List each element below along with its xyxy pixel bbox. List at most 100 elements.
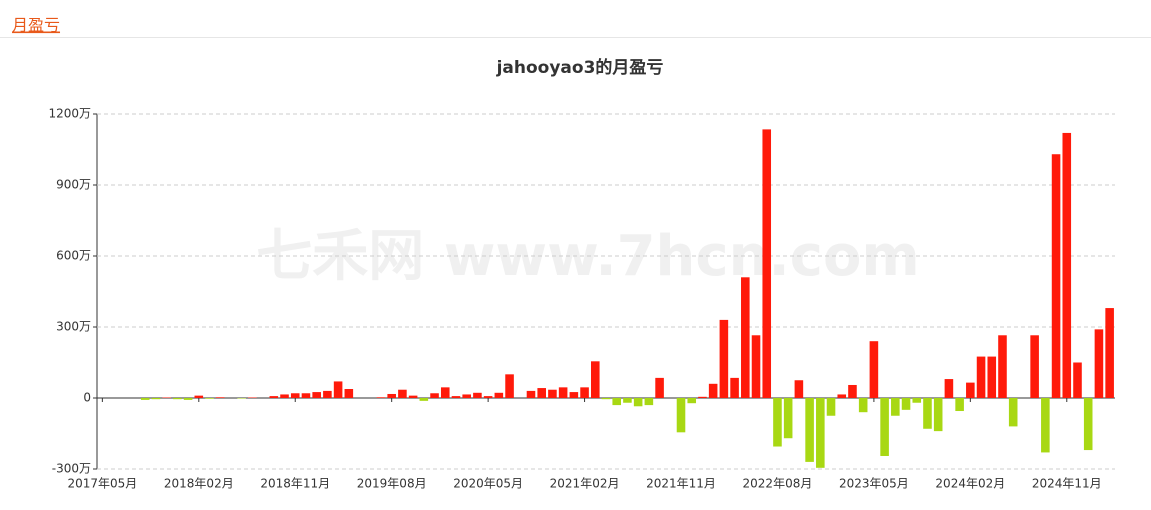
bar	[430, 393, 439, 398]
bar	[730, 377, 739, 398]
bar	[590, 361, 600, 398]
bar	[762, 129, 772, 398]
bar	[580, 387, 589, 398]
x-tick-label: 2021年02月	[550, 477, 620, 491]
bar	[140, 398, 150, 400]
bar	[398, 389, 407, 398]
bar	[451, 396, 461, 398]
bar	[569, 392, 579, 398]
bar	[1008, 398, 1018, 427]
bar	[280, 394, 289, 398]
bar	[933, 398, 943, 432]
bar	[1062, 132, 1072, 398]
y-tick-label: 1200万	[48, 107, 91, 121]
bar	[655, 377, 664, 398]
bar	[1051, 154, 1061, 398]
bar	[891, 398, 900, 416]
bar	[323, 390, 332, 398]
x-tick-label: 2019年08月	[357, 477, 427, 491]
x-tick-label: 2021年11月	[646, 477, 716, 491]
x-tick-label: 2024年11月	[1032, 477, 1102, 491]
x-tick-label: 2018年11月	[260, 477, 330, 491]
bar	[708, 383, 718, 398]
x-tick-label: 2023年05月	[839, 477, 909, 491]
bar	[173, 398, 182, 400]
bar	[644, 398, 654, 406]
bar	[783, 398, 793, 439]
bar	[955, 398, 964, 412]
bar	[312, 392, 321, 398]
bar	[612, 398, 622, 406]
bar	[880, 398, 889, 456]
bar	[698, 396, 707, 398]
x-tick-label: 2022年08月	[743, 477, 813, 491]
y-tick-label: -300万	[52, 462, 91, 476]
bar	[440, 387, 450, 398]
bar	[751, 335, 761, 398]
bar	[408, 395, 418, 398]
bar	[816, 398, 825, 468]
bar	[505, 374, 514, 398]
bar	[558, 387, 568, 398]
bar	[205, 398, 214, 399]
bar	[1083, 398, 1093, 451]
bar	[215, 397, 225, 398]
bar	[998, 335, 1007, 398]
x-tick-label: 2020年05月	[453, 477, 523, 491]
bar	[494, 392, 504, 398]
y-tick-label: 0	[83, 391, 91, 405]
bar	[719, 319, 729, 398]
tab-title[interactable]: 月盈亏	[12, 16, 60, 35]
bar	[687, 398, 697, 404]
bar	[976, 356, 986, 398]
y-tick-label: 300万	[56, 320, 91, 334]
bar	[741, 277, 750, 398]
bar	[837, 394, 847, 398]
bar	[537, 388, 546, 398]
chart-title: jahooyao3的月盈亏	[496, 57, 664, 78]
bar	[183, 398, 193, 400]
bar	[858, 398, 868, 413]
bar	[194, 395, 204, 398]
bar	[901, 398, 911, 410]
bar	[923, 398, 932, 429]
y-tick-label: 900万	[56, 178, 91, 192]
x-tick-label: 2017年05月	[67, 477, 137, 491]
bar	[1030, 335, 1039, 398]
bar	[987, 356, 997, 398]
bar	[848, 384, 857, 398]
bar	[1094, 329, 1104, 398]
bar	[483, 396, 493, 398]
bar	[526, 390, 536, 398]
bar	[333, 381, 343, 398]
bar	[944, 379, 954, 398]
bar	[805, 398, 814, 462]
bar	[344, 389, 354, 398]
bar	[676, 398, 686, 433]
x-tick-label: 2024年02月	[935, 477, 1005, 491]
bar	[548, 389, 557, 398]
bar	[419, 398, 429, 401]
bar	[826, 398, 836, 416]
bar	[869, 341, 879, 398]
bar	[966, 382, 975, 398]
bar	[462, 394, 471, 398]
bar	[794, 380, 804, 398]
bar	[269, 396, 279, 398]
watermark: 七禾网 www.7hcn.com	[256, 224, 920, 289]
bar	[290, 393, 300, 398]
bar	[301, 393, 311, 398]
bar	[151, 398, 161, 400]
bar	[1041, 398, 1050, 453]
bar	[1073, 362, 1082, 398]
bar	[773, 398, 782, 447]
y-tick-label: 600万	[56, 249, 91, 263]
bar	[912, 398, 922, 403]
bar	[1105, 308, 1114, 398]
bar	[633, 398, 643, 407]
bar	[623, 398, 632, 403]
bar	[376, 397, 386, 398]
bar	[601, 398, 611, 400]
bar	[473, 392, 482, 398]
